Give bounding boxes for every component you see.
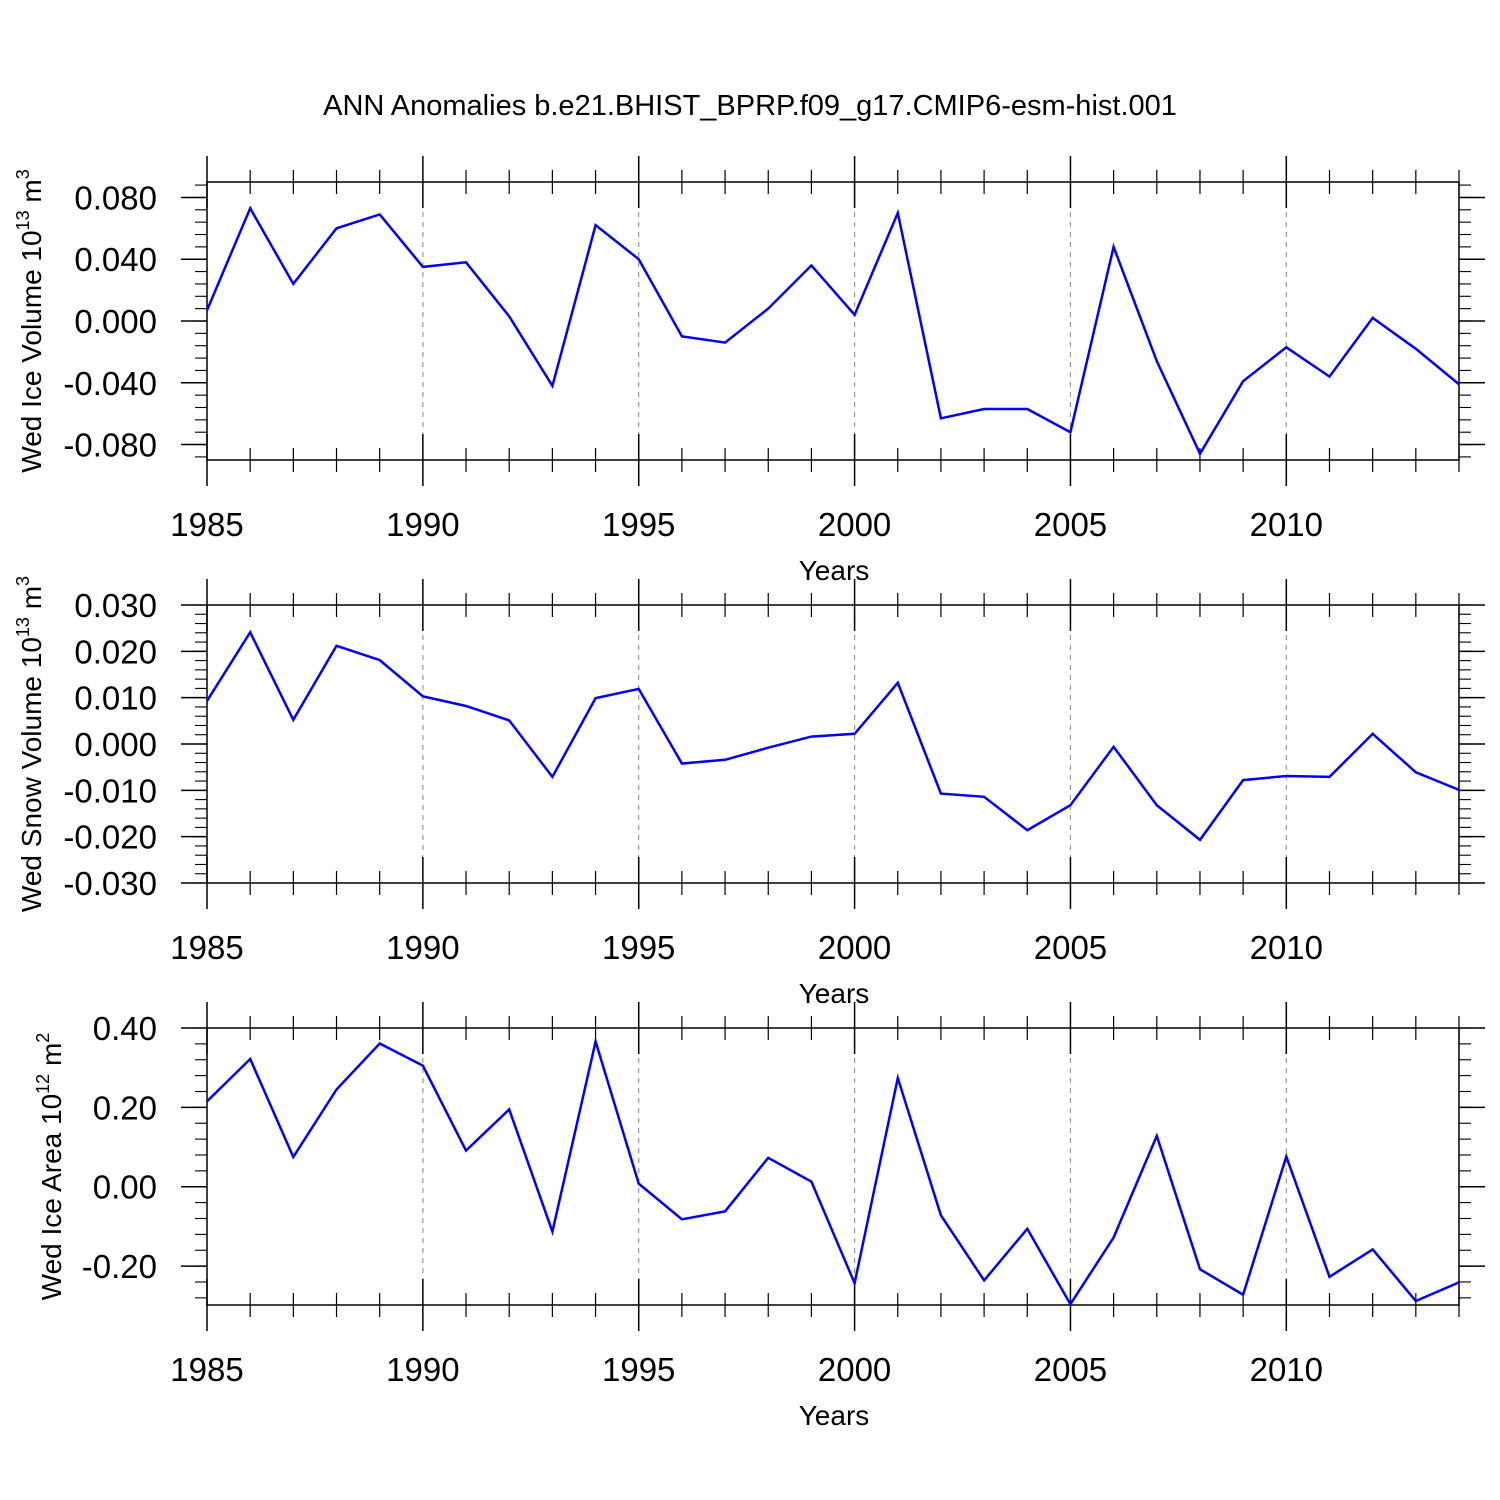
x-tick-label: 2010 <box>1250 1351 1323 1388</box>
figure-title: ANN Anomalies b.e21.BHIST_BPRP.f09_g17.C… <box>323 90 1177 122</box>
y-axis-label-unit: m <box>16 586 47 617</box>
x-tick-label: 2000 <box>818 506 891 543</box>
y-tick-label: -0.20 <box>82 1248 157 1285</box>
y-tick-label: -0.010 <box>63 772 157 809</box>
y-tick-label: -0.080 <box>63 427 157 464</box>
y-axis-label-unit-exponent: 2 <box>33 1033 53 1043</box>
chart-panel-2: 1985 1990 1995 2000 2005 2010 0.030 0.020 0.010 0… <box>13 576 1485 1009</box>
series-line <box>205 629 1460 842</box>
y-axis-label-exponent: 13 <box>13 617 33 637</box>
plot-frame <box>206 181 1460 461</box>
x-tick-label: 2000 <box>818 1351 891 1388</box>
y-axis-label: Wed Ice Area 1012 m2 <box>33 1033 67 1301</box>
y-axis-label-exponent: 13 <box>13 210 33 230</box>
x-tick-label: 2005 <box>1034 929 1107 966</box>
y-tick-label: 0.00 <box>93 1169 157 1206</box>
x-tick-label: 2010 <box>1250 506 1323 543</box>
y-tick-label: 0.080 <box>74 179 157 216</box>
x-tick-label: 2005 <box>1034 1351 1107 1388</box>
y-axis-label-exponent: 12 <box>33 1074 53 1094</box>
plot-frame <box>206 1027 1460 1306</box>
plot-frame <box>206 604 1460 884</box>
x-tick-label: 1995 <box>602 929 675 966</box>
y-axis-label-unit: m <box>16 179 47 210</box>
x-tick-label: 2005 <box>1034 506 1107 543</box>
x-tick-label: 1985 <box>170 929 243 966</box>
y-axis-label-unit: m <box>36 1043 67 1074</box>
y-tick-label: 0.010 <box>74 680 157 717</box>
x-tick-label: 2000 <box>818 929 891 966</box>
y-tick-label: -0.020 <box>63 819 157 856</box>
x-tick-label: 2010 <box>1250 929 1323 966</box>
y-tick-label: 0.000 <box>74 726 157 763</box>
x-tick-label: 1985 <box>170 1351 243 1388</box>
y-tick-label: -0.040 <box>63 365 157 402</box>
y-axis-label-main: Wed Ice Area 10 <box>36 1094 67 1301</box>
y-tick-label: -0.030 <box>63 865 157 902</box>
y-axis-label-unit-exponent: 3 <box>13 169 33 179</box>
x-axis-label: Years <box>799 1400 870 1431</box>
x-tick-label: 1990 <box>386 929 459 966</box>
y-tick-label: 0.030 <box>74 587 157 624</box>
y-axis-label: Wed Snow Volume 1013 m3 <box>13 576 47 912</box>
series-line <box>206 1036 1460 1307</box>
chart-panel-1: 1985 1990 1995 2000 2005 2010 0.080 0.040 0.000 -… <box>13 156 1485 586</box>
y-axis-label: Wed Ice Volume 1013 m3 <box>13 169 47 472</box>
series-line <box>205 205 1460 457</box>
y-tick-label: 0.040 <box>74 241 157 278</box>
y-axis-label-unit-exponent: 3 <box>13 576 33 586</box>
y-axis-label-main: Wed Snow Volume 10 <box>16 637 47 912</box>
y-tick-label: 0.020 <box>74 633 157 670</box>
x-tick-label: 1985 <box>170 506 243 543</box>
x-tick-label: 1990 <box>386 506 459 543</box>
x-tick-label: 1995 <box>602 1351 675 1388</box>
x-axis-label: Years <box>799 555 870 586</box>
chart-panel-3: 1985 1990 1995 2000 2005 2010 0.40 0.20 0.00 -0.2… <box>33 1002 1485 1431</box>
y-tick-label: 0.20 <box>93 1089 157 1126</box>
x-tick-label: 1995 <box>602 506 675 543</box>
y-tick-label: 0.000 <box>74 303 157 340</box>
x-axis-label: Years <box>799 978 870 1009</box>
x-tick-label: 1990 <box>386 1351 459 1388</box>
y-tick-label: 0.40 <box>93 1010 157 1047</box>
y-axis-label-main: Wed Ice Volume 10 <box>16 230 47 472</box>
